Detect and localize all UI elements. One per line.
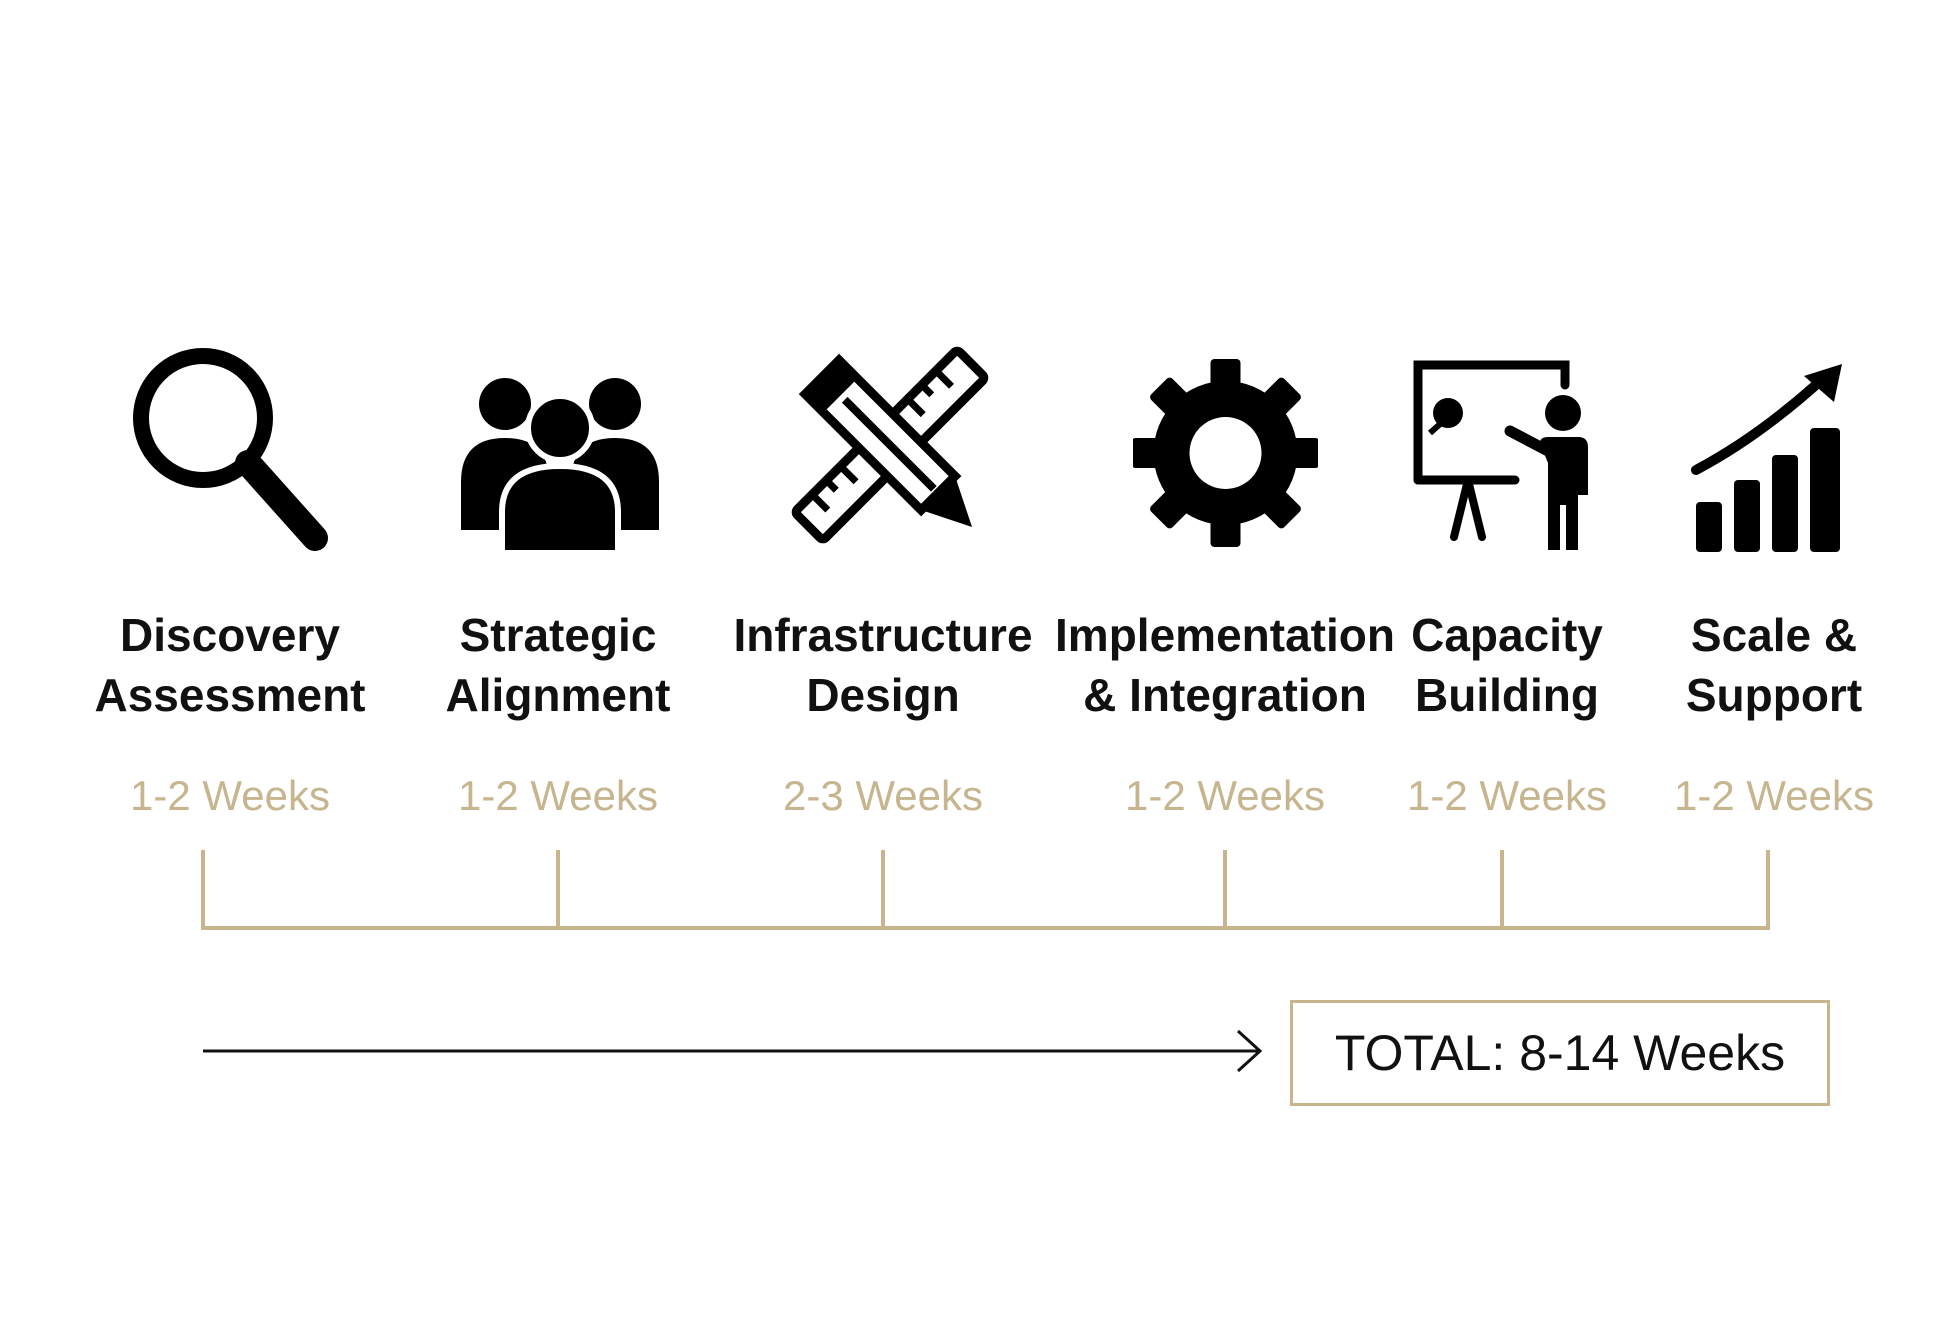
phase-duration: 1-2 Weeks: [130, 772, 330, 819]
total-box: TOTAL: 8-14 Weeks: [1290, 1000, 1830, 1106]
total-arrow-head: [1236, 1029, 1263, 1073]
phase-name: Capacity Building: [1411, 609, 1603, 721]
phase-duration: 1-2 Weeks: [1674, 772, 1874, 819]
total-label: TOTAL: 8-14 Weeks: [1334, 1025, 1786, 1081]
phase-duration: 1-2 Weeks: [1125, 772, 1325, 819]
pencil-ruler-icon: [791, 346, 989, 544]
timeline-bracket: [201, 850, 1770, 930]
phase-name: Infrastructure Design: [733, 609, 1033, 721]
gear-icon: [1133, 359, 1318, 547]
team-icon: [461, 378, 659, 555]
magnifying-glass-icon: [133, 348, 328, 551]
phase-name: Strategic Alignment: [445, 609, 671, 721]
phase-name: Discovery Assessment: [94, 609, 366, 721]
phase-duration: 1-2 Weeks: [458, 772, 658, 819]
presentation-board-icon: [1413, 360, 1588, 550]
phase-name: Implementation & Integration: [1055, 609, 1395, 721]
phase-duration: 1-2 Weeks: [1407, 772, 1607, 819]
growth-chart-icon: [1691, 364, 1842, 552]
phase-name: Scale & Support: [1685, 609, 1863, 721]
phase-duration: 2-3 Weeks: [783, 772, 983, 819]
